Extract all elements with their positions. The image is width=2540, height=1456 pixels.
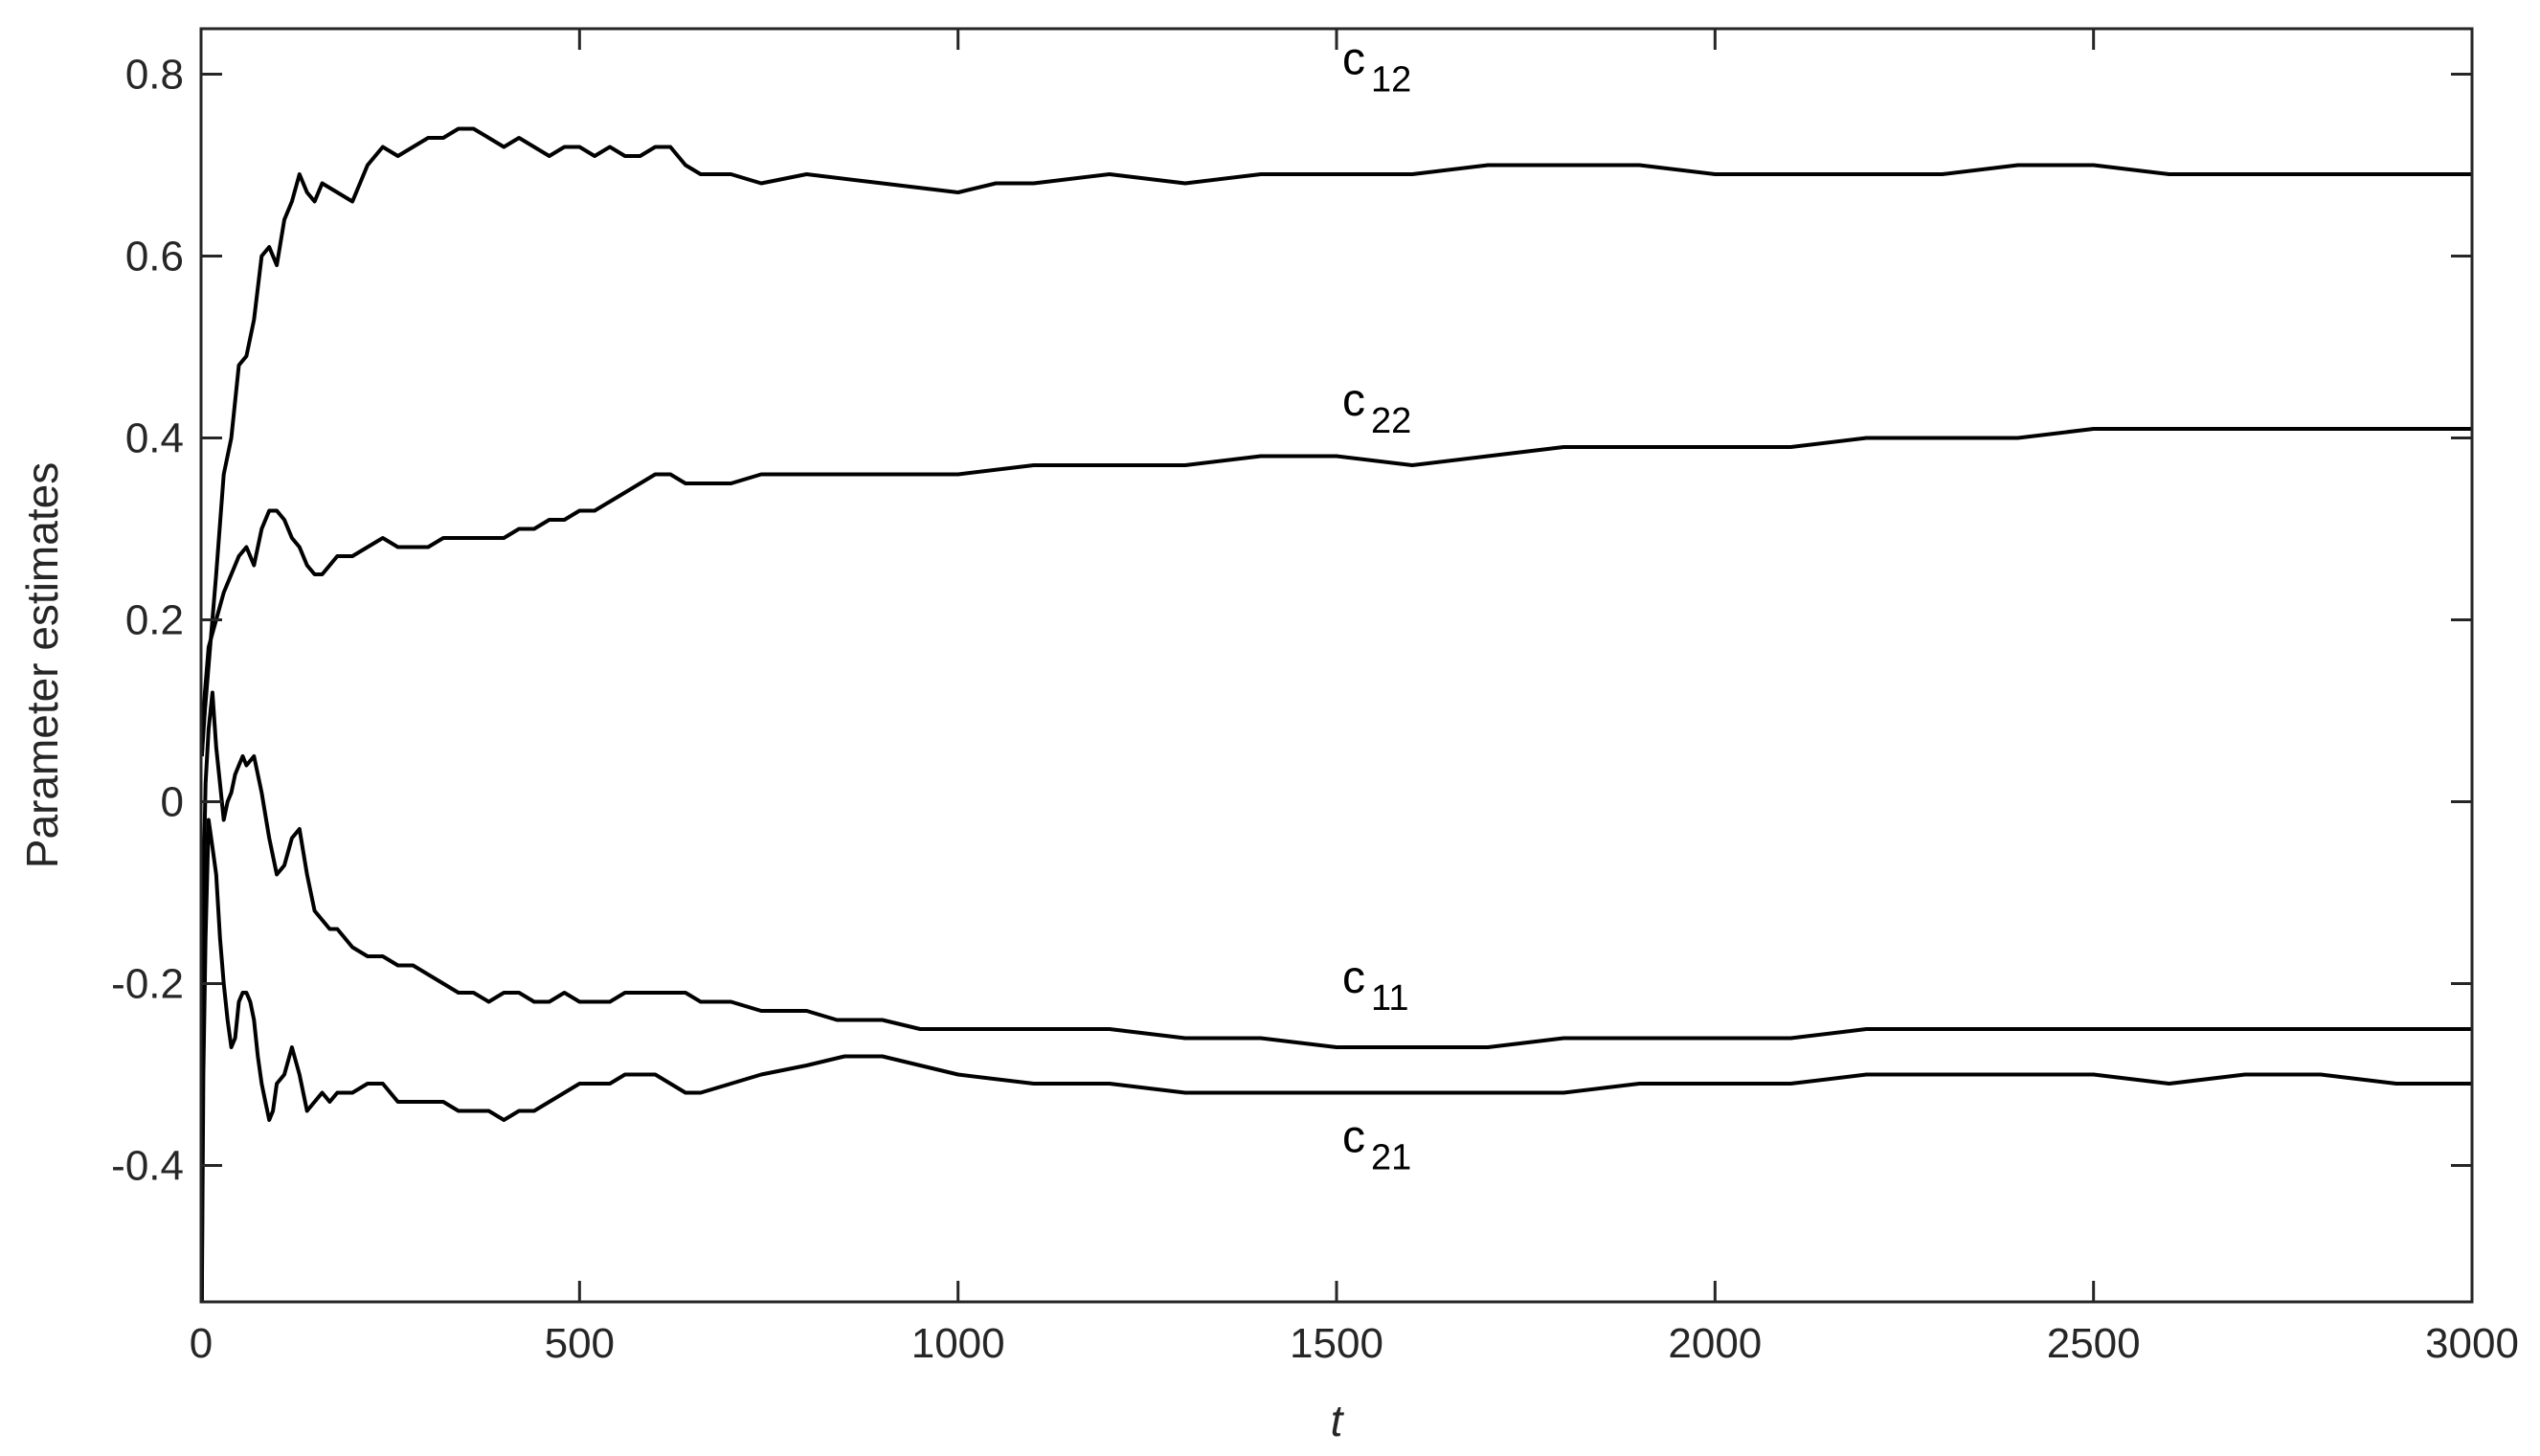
- series-line-c12: [199, 126, 2472, 757]
- series-label-c12: c 12: [1342, 34, 1411, 101]
- y-tick-label: 0.2: [125, 597, 184, 644]
- x-tick-label: 1000: [911, 1320, 1005, 1367]
- series-label-c21: c 21: [1342, 1111, 1411, 1177]
- series-label-c22: c 22: [1342, 375, 1411, 441]
- series-line-c22: [199, 427, 2472, 757]
- x-axis-label: t: [1331, 1396, 1345, 1445]
- series-layer: [199, 126, 2472, 1303]
- y-tick-label: -0.4: [111, 1143, 184, 1190]
- y-tick-label: 0.8: [125, 52, 184, 99]
- x-tick-label: 2500: [2047, 1320, 2141, 1367]
- x-tick-label: 2000: [1668, 1320, 1762, 1367]
- y-tick-label: 0.6: [125, 234, 184, 280]
- x-tick-label: 0: [190, 1320, 213, 1367]
- plot-frame: [199, 27, 2474, 1304]
- y-tick-label: -0.2: [111, 961, 184, 1008]
- series-line-c11: [199, 690, 2472, 1303]
- y-axis-label: Parameter estimates: [17, 462, 67, 868]
- series-label-layer: c 12 c 22 c 11 c 21: [1342, 34, 1411, 1178]
- x-tick-label: 3000: [2425, 1320, 2519, 1367]
- x-tick-label: 1500: [1290, 1320, 1383, 1367]
- series-label-c11: c 11: [1342, 952, 1408, 1019]
- series-line-c21: [199, 818, 2472, 1303]
- x-tick-label: 500: [545, 1320, 615, 1367]
- y-tick-label: 0: [161, 779, 184, 826]
- tick-layer: 0 500 1000 1500 2000 2500 3000 -0.4 -0.2 0 0.2 0.4 0…: [111, 29, 2519, 1367]
- y-tick-label: 0.4: [125, 415, 184, 462]
